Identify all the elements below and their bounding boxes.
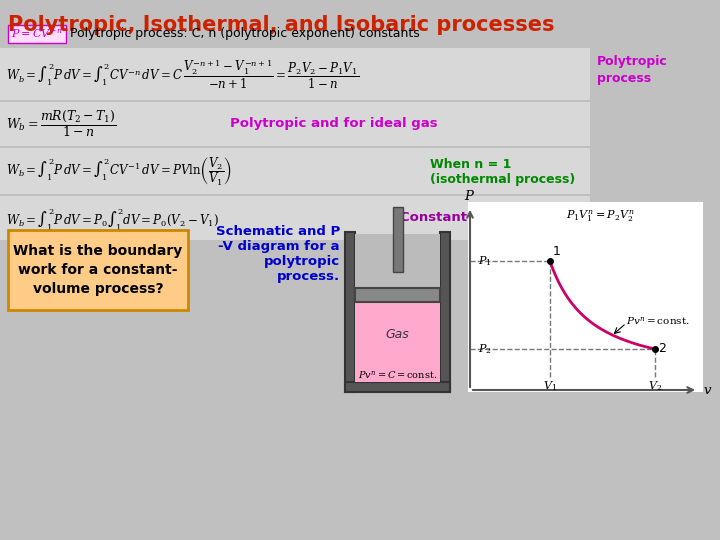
Bar: [355, 234, 440, 288]
Text: $P$: $P$: [464, 189, 476, 203]
Text: -V diagram for a: -V diagram for a: [218, 240, 340, 253]
Text: $P_2$: $P_2$: [478, 342, 492, 356]
Text: Constant pressure process: Constant pressure process: [400, 212, 600, 225]
Bar: [8, 230, 188, 310]
Text: process.: process.: [277, 270, 340, 283]
Text: 2: 2: [658, 342, 666, 355]
Bar: [468, 202, 703, 392]
Text: 1: 1: [553, 245, 561, 258]
Text: $V_1$: $V_1$: [543, 379, 557, 393]
Text: Polytropic, Isothermal, and Isobaric processes: Polytropic, Isothermal, and Isobaric pro…: [8, 15, 554, 35]
Text: $P_1$: $P_1$: [478, 254, 492, 268]
Text: $W_b = \dfrac{mR(T_2 - T_1)}{1-n}$: $W_b = \dfrac{mR(T_2 - T_1)}{1-n}$: [6, 109, 117, 139]
Text: $Pv^n = C = \mathrm{const.}$: $Pv^n = C = \mathrm{const.}$: [358, 369, 437, 381]
Text: $W_b = \int_1^2 P\,dV = \int_1^2 CV^{-n}\,dV = C\,\dfrac{V_2^{-n+1} - V_1^{-n+1}: $W_b = \int_1^2 P\,dV = \int_1^2 CV^{-n}…: [6, 57, 359, 91]
Bar: [392, 207, 402, 272]
Bar: [0, 196, 590, 240]
Bar: [345, 232, 355, 392]
Text: When n = 1: When n = 1: [430, 159, 511, 172]
Bar: [440, 232, 450, 392]
Text: $Pv^n = \mathrm{const.}$: $Pv^n = \mathrm{const.}$: [626, 315, 690, 327]
Text: Polytropic process: C, n (polytropic exponent) constants: Polytropic process: C, n (polytropic exp…: [70, 28, 420, 40]
Bar: [0, 48, 590, 100]
Text: (isothermal process): (isothermal process): [430, 172, 575, 186]
Bar: [0, 148, 590, 194]
Text: What is the boundary
work for a constant-
volume process?: What is the boundary work for a constant…: [14, 244, 183, 296]
Bar: [8, 25, 66, 43]
Bar: [0, 102, 590, 146]
Text: Polytropic
process: Polytropic process: [597, 55, 667, 85]
Text: Polytropic and for ideal gas: Polytropic and for ideal gas: [230, 118, 438, 131]
Text: $V_2$: $V_2$: [648, 379, 662, 393]
Text: $P = CV^{-n}$: $P = CV^{-n}$: [11, 28, 63, 40]
Text: $v$: $v$: [703, 383, 712, 396]
Bar: [355, 288, 440, 302]
Text: $W_b = \int_1^2 P\,dV = P_0\int_1^2 dV = P_0(V_2-V_1)$: $W_b = \int_1^2 P\,dV = P_0\int_1^2 dV =…: [6, 205, 219, 232]
Bar: [355, 302, 440, 382]
Text: $W_b = \int_1^2 P\,dV = \int_1^2 CV^{-1}\,dV = PV\ln\!\left(\dfrac{V_2}{V_1}\rig: $W_b = \int_1^2 P\,dV = \int_1^2 CV^{-1}…: [6, 155, 232, 187]
Text: Schematic and P: Schematic and P: [216, 225, 340, 238]
Text: Gas: Gas: [386, 327, 410, 341]
Text: $P_1V_1^n = P_2V_2^n$: $P_1V_1^n = P_2V_2^n$: [566, 208, 635, 224]
Text: polytropic: polytropic: [264, 255, 340, 268]
Bar: [345, 382, 450, 392]
